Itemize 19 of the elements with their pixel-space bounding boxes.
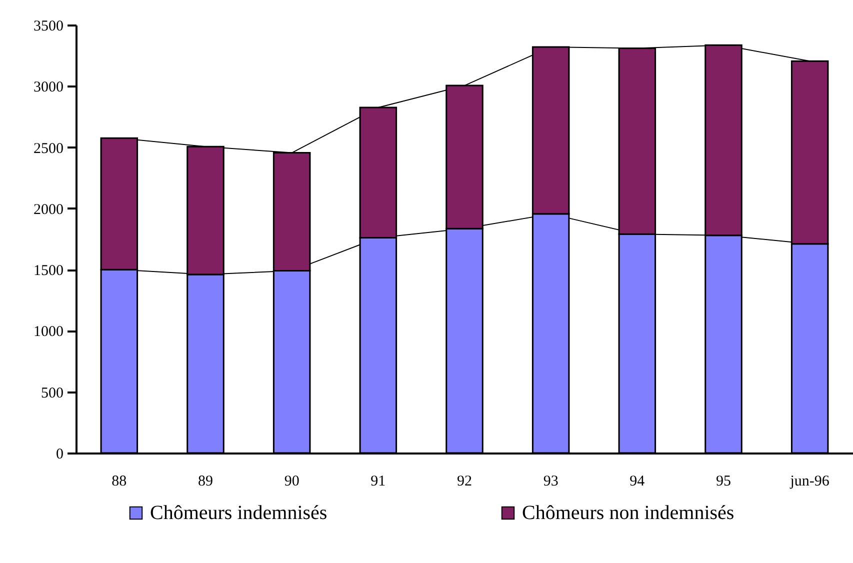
x-tick-label: 88 [112, 474, 127, 490]
x-tick-label: 95 [716, 474, 731, 490]
x-tick-label: jun-96 [789, 474, 830, 490]
y-tick-label: 1000 [34, 324, 64, 340]
legend-label: Chômeurs non indemnisés [522, 502, 734, 524]
y-tick-label: 1500 [34, 263, 64, 280]
y-tick-label: 3000 [34, 80, 64, 96]
x-tick-label: 89 [198, 474, 213, 490]
y-tick-label: 2000 [34, 202, 64, 218]
y-tick-label: 2500 [34, 140, 64, 157]
x-tick-label: 90 [284, 474, 300, 490]
y-tick-label: 500 [41, 385, 64, 402]
legend-label: Chômeurs indemnisés [150, 502, 328, 524]
x-tick-label: 91 [370, 474, 386, 490]
x-tick-label: 92 [457, 474, 472, 490]
x-tick-label: 94 [630, 474, 646, 490]
x-tick-label: 93 [543, 474, 558, 490]
y-tick-label: 3500 [34, 18, 64, 34]
y-tick-label: 0 [56, 446, 64, 462]
